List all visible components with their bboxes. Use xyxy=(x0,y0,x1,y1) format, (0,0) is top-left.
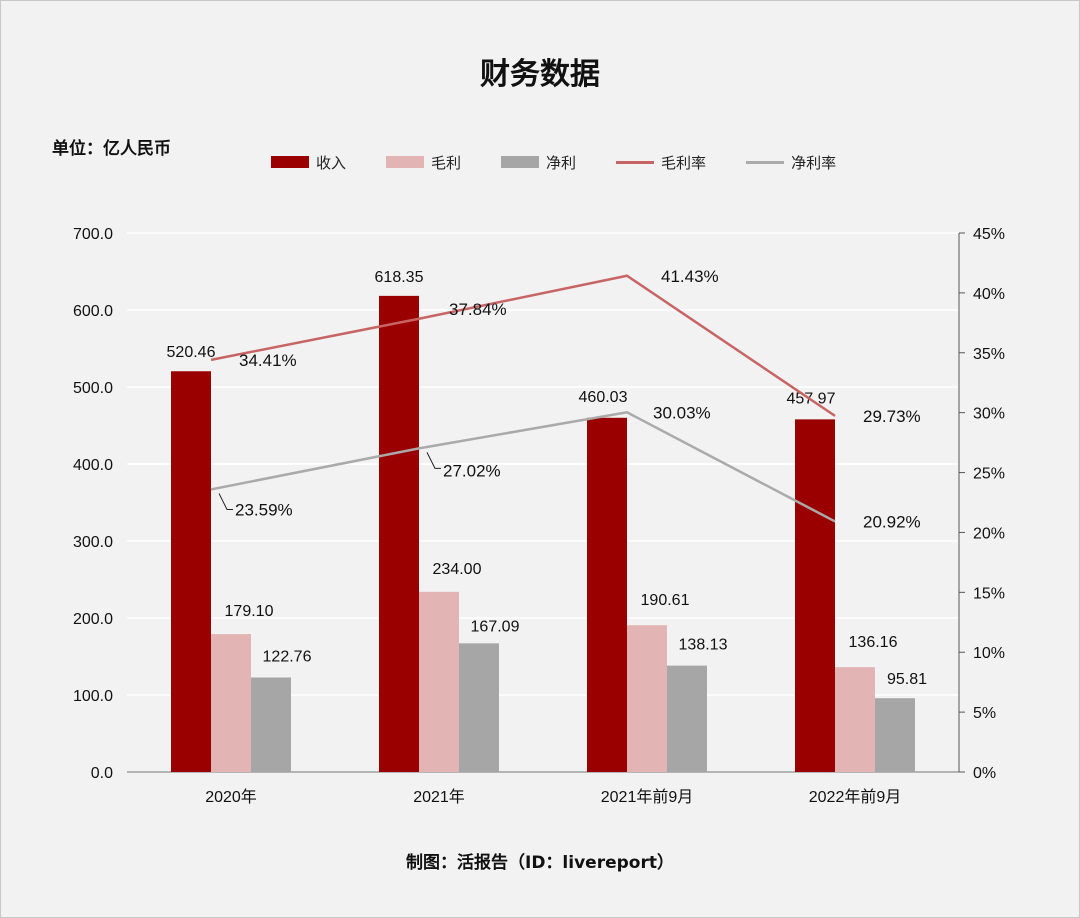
y-left-tick-label: 500.0 xyxy=(73,380,113,397)
leader-line xyxy=(426,452,441,469)
legend-swatch xyxy=(271,156,309,168)
line-label-毛利率: 29.73% xyxy=(863,407,921,426)
bar-收入 xyxy=(795,419,835,772)
legend-label: 毛利 xyxy=(431,153,462,172)
line-净利率 xyxy=(210,411,836,523)
line-label-净利率: 20.92% xyxy=(863,512,921,531)
y-right-tick-label: 10% xyxy=(973,645,1005,662)
legend-item-0: 收入 xyxy=(271,152,346,173)
bar-毛利 xyxy=(419,591,459,772)
y-left-tick-label: 300.0 xyxy=(73,534,113,551)
x-tick-label: 2020年 xyxy=(205,788,257,806)
line-label-净利率: 30.03% xyxy=(653,403,711,422)
y-left-tick-label: 0.0 xyxy=(91,765,113,782)
legend-label: 收入 xyxy=(316,153,347,172)
y-left-tick-label: 200.0 xyxy=(73,611,113,628)
bar-label-净利: 167.09 xyxy=(471,618,520,635)
legend-item-3: 毛利率 xyxy=(616,152,706,173)
line-label-毛利率: 41.43% xyxy=(661,267,719,286)
y-right-tick-label: 40% xyxy=(973,286,1005,303)
bar-label-净利: 138.13 xyxy=(679,637,728,654)
x-tick-label: 2021年 xyxy=(413,788,465,806)
y-left-tick-label: 100.0 xyxy=(73,688,113,705)
bar-净利 xyxy=(667,665,707,772)
x-tick-label: 2021年前9月 xyxy=(601,788,694,806)
legend-swatch xyxy=(616,160,655,164)
legend-swatch xyxy=(501,156,540,168)
bar-label-毛利: 179.10 xyxy=(225,603,274,620)
y-left-tick-label: 600.0 xyxy=(73,303,113,320)
bar-净利 xyxy=(251,677,291,772)
legend: 收入 毛利 净利 毛利率 净利率 xyxy=(271,151,876,173)
bar-label-毛利: 136.16 xyxy=(849,634,898,651)
y-right-tick-label: 0% xyxy=(973,765,996,782)
y-right-tick-label: 35% xyxy=(973,346,1005,363)
bar-label-毛利: 234.00 xyxy=(433,561,482,578)
leader-line xyxy=(218,493,233,510)
bar-label-收入: 618.35 xyxy=(375,269,424,286)
line-label-毛利率: 34.41% xyxy=(239,351,297,370)
line-label-净利率: 27.02% xyxy=(443,461,501,480)
line-毛利率 xyxy=(210,274,836,417)
bar-毛利 xyxy=(211,634,251,772)
bar-label-毛利: 190.61 xyxy=(641,592,690,609)
legend-item-1: 毛利 xyxy=(386,152,461,173)
bar-净利 xyxy=(875,698,915,772)
bar-毛利 xyxy=(627,625,667,772)
legend-item-4: 净利率 xyxy=(746,152,836,173)
line-label-毛利率: 37.84% xyxy=(449,300,507,319)
bar-收入 xyxy=(379,295,419,772)
y-left-tick-label: 700.0 xyxy=(73,226,113,243)
legend-item-2: 净利 xyxy=(501,152,576,173)
legend-label: 毛利率 xyxy=(661,153,707,172)
y-right-tick-label: 30% xyxy=(973,406,1005,423)
bar-label-净利: 95.81 xyxy=(887,671,927,688)
y-right-tick-label: 5% xyxy=(973,705,996,722)
bar-label-收入: 520.46 xyxy=(167,344,216,361)
credit-line: 制图：活报告（ID：livereport） xyxy=(406,853,674,873)
legend-swatch xyxy=(746,160,785,164)
bar-收入 xyxy=(171,371,211,772)
y-right-tick-label: 45% xyxy=(973,226,1005,243)
legend-swatch xyxy=(386,156,425,168)
legend-label: 净利 xyxy=(546,153,577,172)
chart-title: 财务数据 xyxy=(480,57,600,92)
bar-label-收入: 460.03 xyxy=(579,389,628,406)
line-label-净利率: 23.59% xyxy=(235,500,293,519)
bar-净利 xyxy=(459,643,499,772)
bar-收入 xyxy=(587,417,627,772)
legend-label: 净利率 xyxy=(791,153,837,172)
y-left-tick-label: 400.0 xyxy=(73,457,113,474)
y-right-tick-label: 25% xyxy=(973,466,1005,483)
unit-label: 单位：亿人民币 xyxy=(52,139,171,159)
bar-label-净利: 122.76 xyxy=(263,648,312,665)
y-right-tick-label: 20% xyxy=(973,525,1005,542)
y-right-tick-label: 15% xyxy=(973,585,1005,602)
bar-毛利 xyxy=(835,667,875,772)
x-tick-label: 2022年前9月 xyxy=(809,788,902,806)
